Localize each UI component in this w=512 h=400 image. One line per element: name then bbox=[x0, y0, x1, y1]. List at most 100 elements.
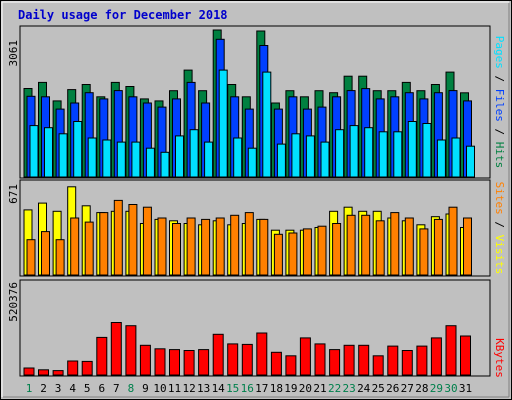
bar-kbytes-day-4 bbox=[67, 360, 79, 376]
bar-pages-day-19 bbox=[291, 133, 301, 178]
bar-pages-day-18 bbox=[276, 143, 286, 178]
bar-sites-day-27 bbox=[404, 217, 414, 276]
bar-pages-day-29 bbox=[436, 139, 446, 178]
bar-sites-day-29 bbox=[433, 218, 443, 276]
bar-pages-day-7 bbox=[116, 141, 126, 178]
bar-sites-day-1 bbox=[26, 239, 36, 276]
day-label-5: 5 bbox=[84, 382, 91, 395]
bar-kbytes-day-20 bbox=[299, 337, 311, 376]
day-labels: 1 2 3 4 5 6 7 8 9 10 11 12 13 14 15 16 17 18 19 20 21 22 23 24 2… bbox=[26, 382, 472, 395]
bar-kbytes-day-2 bbox=[38, 369, 49, 376]
bar-sites-day-30 bbox=[448, 206, 458, 276]
day-label-30: 30 bbox=[444, 382, 457, 395]
bar-sites-day-15 bbox=[230, 214, 240, 276]
legend-part: Hits bbox=[493, 142, 506, 169]
bar-kbytes-day-7 bbox=[110, 322, 122, 376]
bar-sites-day-6 bbox=[99, 212, 109, 276]
day-label-14: 14 bbox=[212, 382, 226, 395]
bar-kbytes-day-30 bbox=[445, 325, 457, 376]
day-label-27: 27 bbox=[401, 382, 414, 395]
bar-pages-day-31 bbox=[466, 145, 475, 178]
right-legend-label: KBytes bbox=[493, 338, 506, 378]
bar-pages-day-10 bbox=[160, 151, 170, 178]
bar-kbytes-day-27 bbox=[401, 350, 413, 376]
bar-pages-day-25 bbox=[378, 131, 388, 178]
day-label-3: 3 bbox=[55, 382, 62, 395]
bar-kbytes-day-16 bbox=[241, 343, 253, 376]
ymax-label: 671 bbox=[7, 184, 20, 204]
day-label-12: 12 bbox=[182, 382, 195, 395]
bar-pages-day-11 bbox=[175, 135, 184, 178]
bar-kbytes-day-19 bbox=[285, 355, 297, 376]
bar-kbytes-day-5 bbox=[81, 360, 93, 376]
ymax-label: 520376 bbox=[7, 282, 20, 322]
bar-pages-day-28 bbox=[422, 123, 432, 178]
bar-kbytes-day-25 bbox=[372, 355, 384, 376]
bar-sites-day-12 bbox=[186, 217, 196, 276]
bar-sites-day-10 bbox=[157, 217, 167, 276]
day-label-11: 11 bbox=[168, 382, 181, 395]
bar-sites-day-14 bbox=[215, 217, 225, 276]
bars bbox=[23, 186, 472, 276]
legend-part: Pages bbox=[493, 36, 506, 69]
bar-sites-day-26 bbox=[390, 212, 400, 276]
bar-sites-day-25 bbox=[375, 220, 385, 276]
day-label-19: 19 bbox=[284, 382, 297, 395]
bar-pages-day-1 bbox=[29, 125, 39, 178]
bar-pages-day-16 bbox=[247, 147, 257, 178]
bar-sites-day-23 bbox=[346, 214, 356, 276]
bar-pages-day-17 bbox=[262, 71, 272, 178]
bar-kbytes-day-6 bbox=[96, 336, 108, 376]
bar-kbytes-day-22 bbox=[329, 349, 341, 376]
panel-hits-files-pages: 3061 Pages / Files / Hits bbox=[7, 25, 506, 179]
day-label-13: 13 bbox=[197, 382, 210, 395]
chart-title: Daily usage for December 2018 bbox=[18, 8, 228, 22]
right-legend-label: Sites / Visits bbox=[493, 182, 506, 275]
legend-part: Files bbox=[493, 89, 506, 122]
panel-visits-sites: 671 Sites / Visits bbox=[7, 179, 506, 277]
day-label-18: 18 bbox=[270, 382, 283, 395]
bar-pages-day-8 bbox=[131, 141, 141, 178]
bar-kbytes-day-18 bbox=[270, 351, 282, 376]
bar-pages-day-3 bbox=[58, 133, 68, 178]
day-label-8: 8 bbox=[128, 382, 135, 395]
bar-sites-day-11 bbox=[172, 223, 181, 276]
bar-sites-day-21 bbox=[317, 225, 327, 276]
bar-pages-day-22 bbox=[335, 129, 345, 178]
day-label-9: 9 bbox=[142, 382, 149, 395]
bar-pages-day-23 bbox=[349, 125, 359, 178]
day-label-7: 7 bbox=[113, 382, 120, 395]
day-label-22: 22 bbox=[328, 382, 341, 395]
bar-kbytes-day-1 bbox=[23, 367, 35, 376]
legend-part: Visits bbox=[493, 235, 506, 275]
bar-sites-day-3 bbox=[55, 239, 65, 276]
bar-sites-day-16 bbox=[244, 212, 254, 276]
bar-sites-day-18 bbox=[273, 233, 283, 276]
day-label-29: 29 bbox=[430, 382, 443, 395]
bar-pages-day-12 bbox=[189, 129, 199, 178]
legend-part: / bbox=[493, 69, 506, 89]
bar-kbytes-day-3 bbox=[52, 370, 64, 376]
day-label-31: 31 bbox=[459, 382, 472, 395]
bar-sites-day-20 bbox=[302, 228, 312, 276]
bar-kbytes-day-21 bbox=[314, 343, 326, 376]
bar-kbytes-day-29 bbox=[430, 337, 442, 376]
day-label-17: 17 bbox=[255, 382, 268, 395]
bar-sites-day-24 bbox=[361, 214, 371, 276]
day-label-23: 23 bbox=[342, 382, 355, 395]
legend-part: / bbox=[493, 122, 506, 142]
bar-pages-day-6 bbox=[102, 139, 112, 178]
panel-kbytes: 520376 KBytes bbox=[7, 279, 506, 378]
bar-sites-day-8 bbox=[128, 204, 138, 276]
bar-sites-day-31 bbox=[463, 217, 472, 276]
bar-pages-day-30 bbox=[451, 137, 461, 178]
day-label-15: 15 bbox=[226, 382, 239, 395]
legend-part: / bbox=[493, 215, 506, 235]
bar-kbytes-day-11 bbox=[169, 349, 180, 376]
bar-sites-day-19 bbox=[288, 232, 298, 276]
bar-kbytes-day-13 bbox=[198, 349, 210, 376]
day-label-24: 24 bbox=[357, 382, 371, 395]
bars bbox=[23, 29, 475, 178]
bar-kbytes-day-28 bbox=[416, 345, 428, 376]
